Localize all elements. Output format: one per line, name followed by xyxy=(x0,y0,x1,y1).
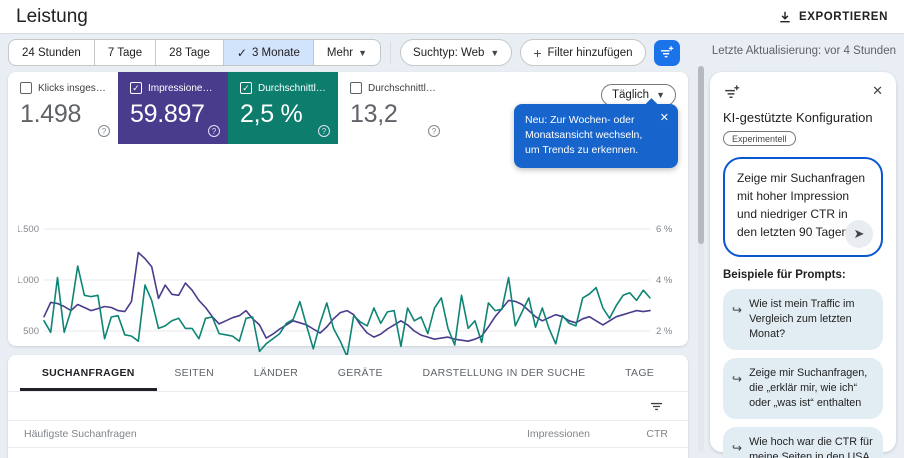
help-icon[interactable]: ? xyxy=(208,125,220,137)
metric-value: 1.498 xyxy=(20,100,82,128)
chevron-down-icon: ▼ xyxy=(656,90,665,100)
range-label: 7 Tage xyxy=(107,46,143,59)
checkmark-icon: ✓ xyxy=(236,45,247,60)
metric-checkbox[interactable] xyxy=(350,82,362,94)
metric-checkbox[interactable] xyxy=(240,82,252,94)
range-label: 28 Tage xyxy=(169,46,210,59)
help-icon[interactable]: ? xyxy=(428,125,440,137)
metric-checkbox[interactable] xyxy=(130,82,142,94)
metric-label: Impressionen ins… xyxy=(148,82,218,94)
metric-card-average-ctr[interactable]: Durchschnittliche … 2,5 % ? xyxy=(228,72,338,144)
tab-tage[interactable]: TAGE xyxy=(625,367,655,379)
column-header-ctr[interactable]: CTR xyxy=(646,428,668,440)
new-feature-tooltip: Neu: Zur Wochen- oder Monatsansicht wech… xyxy=(514,104,678,168)
chevron-down-icon: ▼ xyxy=(490,47,500,58)
example-prompt-card[interactable]: ↪ Wie ist mein Traffic im Vergleich zum … xyxy=(723,288,883,350)
redo-arrow-icon: ↪ xyxy=(732,371,743,386)
date-range-group: 24 Stunden 7 Tage 28 Tage ✓ 3 Monate Meh… xyxy=(8,39,382,66)
example-prompt-text: Zeige mir Suchanfragen, die „erklär mir,… xyxy=(749,366,868,410)
svg-text:1.500: 1.500 xyxy=(18,224,39,235)
column-header-queries[interactable]: Häufigste Suchanfragen xyxy=(24,428,137,440)
example-prompt-card[interactable]: ↪ Zeige mir Suchanfragen, die „erklär mi… xyxy=(723,357,883,420)
help-icon[interactable]: ? xyxy=(318,125,330,137)
metric-tiles: Klicks insgesamt 1.498 ? Impressionen in… xyxy=(8,72,688,144)
metric-checkbox[interactable] xyxy=(20,82,32,94)
scrollbar-thumb[interactable] xyxy=(698,66,704,244)
svg-text:2 %: 2 % xyxy=(656,326,673,337)
last-updated-text: Letzte Aktualisierung: vor 4 Stunden xyxy=(711,45,896,57)
ai-filter-button[interactable] xyxy=(653,39,680,66)
add-filter-chip[interactable]: + Filter hinzufügen xyxy=(520,39,646,66)
tab-geraete[interactable]: GERÄTE xyxy=(337,367,383,379)
range-label: 24 Stunden xyxy=(22,46,81,59)
metric-value: 59.897 xyxy=(130,100,205,128)
range-28d-button[interactable]: 28 Tage xyxy=(155,39,223,66)
ai-panel-title: KI-gestützte Konfiguration xyxy=(723,110,873,125)
filter-toolbar: 24 Stunden 7 Tage 28 Tage ✓ 3 Monate Meh… xyxy=(8,39,680,66)
range-3m-button[interactable]: ✓ 3 Monate xyxy=(222,39,313,66)
metric-card-total-clicks[interactable]: Klicks insgesamt 1.498 ? xyxy=(8,72,118,144)
granularity-dropdown[interactable]: Täglich ▼ xyxy=(601,84,676,106)
experimental-badge: Experimentell xyxy=(723,131,796,146)
search-type-chip[interactable]: Suchtyp: Web ▼ xyxy=(400,39,513,66)
tab-seiten[interactable]: SEITEN xyxy=(174,367,215,379)
range-label: 3 Monate xyxy=(251,46,300,59)
svg-text:1.000: 1.000 xyxy=(18,275,39,286)
more-label: Mehr xyxy=(326,46,354,59)
example-prompt-text: Wie ist mein Traffic im Vergleich zum le… xyxy=(749,297,855,340)
redo-arrow-icon: ↪ xyxy=(732,302,743,317)
help-icon[interactable]: ? xyxy=(98,125,110,137)
add-filter-label: Filter hinzufügen xyxy=(547,46,633,59)
tab-suchanfragen[interactable]: SUCHANFRAGEN xyxy=(19,355,157,391)
range-7d-button[interactable]: 7 Tage xyxy=(93,39,156,66)
metric-label: Klicks insgesamt xyxy=(38,82,108,94)
tooltip-text: Neu: Zur Wochen- oder Monatsansicht wech… xyxy=(525,114,643,157)
dimensions-table-card: SUCHANFRAGEN SEITEN LÄNDER GERÄTE DARSTE… xyxy=(8,355,688,458)
table-header-row: Häufigste Suchanfragen Impressionen CTR xyxy=(8,421,688,448)
chevron-down-icon: ▼ xyxy=(358,47,368,58)
close-icon[interactable]: ✕ xyxy=(659,112,669,124)
ai-config-panel: ✕ KI-gestützte Konfiguration Experimente… xyxy=(710,72,896,458)
examples-heading: Beispiele für Prompts: xyxy=(723,268,846,281)
metric-card-total-impressions[interactable]: Impressionen ins… 59.897 ? xyxy=(118,72,228,144)
filter-icon[interactable] xyxy=(649,399,664,414)
metric-label: Durchschnittliche … xyxy=(368,82,438,94)
tab-laender[interactable]: LÄNDER xyxy=(253,367,299,379)
ai-filter-icon xyxy=(725,85,740,98)
svg-text:4 %: 4 % xyxy=(656,275,673,286)
dimension-tabs: SUCHANFRAGEN SEITEN LÄNDER GERÄTE DARSTE… xyxy=(8,355,688,392)
metric-value: 13,2 xyxy=(350,100,398,128)
column-header-impressions[interactable]: Impressionen xyxy=(526,428,590,440)
svg-text:6 %: 6 % xyxy=(656,224,673,235)
send-button[interactable]: ➤ xyxy=(845,219,873,248)
app-header: Leistung EXPORTIEREN xyxy=(0,0,904,34)
search-type-label: Suchtyp: Web xyxy=(413,46,485,59)
metric-label: Durchschnittliche … xyxy=(258,82,328,94)
range-24h-button[interactable]: 24 Stunden xyxy=(8,39,94,66)
metric-value: 2,5 % xyxy=(240,100,303,128)
range-more-button[interactable]: Mehr ▼ xyxy=(312,39,382,66)
svg-text:500: 500 xyxy=(23,326,39,337)
plus-icon: + xyxy=(533,44,542,61)
scrollbar-track[interactable] xyxy=(698,66,704,452)
export-label: EXPORTIEREN xyxy=(798,10,888,23)
ai-prompt-input[interactable]: Zeige mir Suchanfragen mit hoher Impress… xyxy=(723,156,883,257)
example-prompt-text: Wie hoch war die CTR für meine Seiten in… xyxy=(749,436,873,458)
table-toolbar xyxy=(8,392,688,421)
ai-filter-icon xyxy=(660,46,674,58)
example-prompt-card[interactable]: ↪ Wie hoch war die CTR für meine Seiten … xyxy=(723,427,883,458)
export-button[interactable]: EXPORTIEREN xyxy=(778,10,888,24)
metric-card-average-position[interactable]: Durchschnittliche … 13,2 ? xyxy=(338,72,448,144)
send-icon: ➤ xyxy=(853,225,865,241)
granularity-label: Täglich xyxy=(612,89,650,101)
page-title: Leistung xyxy=(16,5,88,27)
close-icon[interactable]: ✕ xyxy=(872,83,883,98)
toolbar-divider xyxy=(390,41,392,64)
ai-prompt-value: Zeige mir Suchanfragen mit hoher Impress… xyxy=(737,169,869,241)
redo-arrow-icon: ↪ xyxy=(732,441,743,456)
tab-darstellung[interactable]: DARSTELLUNG IN DER SUCHE xyxy=(422,367,586,379)
download-icon xyxy=(780,11,790,22)
